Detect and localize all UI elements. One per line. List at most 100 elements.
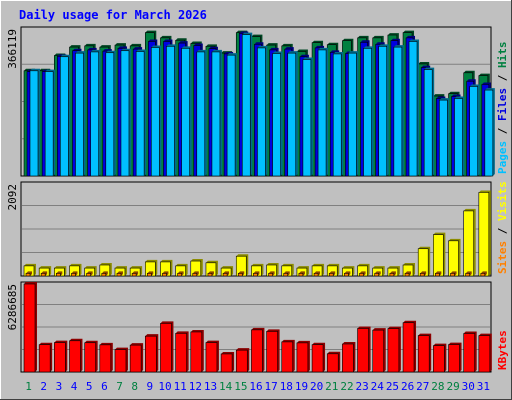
bar-pages-day-13 [211, 51, 221, 177]
bar-visits-day-29 [448, 240, 459, 277]
x-tick-label-day-15: 15 [234, 380, 247, 393]
bar-pages-day-1 [29, 70, 39, 177]
bar-pages-day-25 [393, 46, 403, 177]
bar-sites-day-6 [101, 273, 107, 277]
bar-pages-day-16 [257, 47, 266, 177]
bar-kbytes-day-27 [417, 335, 430, 373]
bar-sites-day-7 [116, 273, 122, 277]
bar-sites-day-20 [313, 273, 319, 277]
bar-kbytes-day-8 [129, 344, 142, 373]
bar-pages-day-9 [150, 47, 160, 177]
bar-sites-day-11 [177, 273, 182, 277]
panel-bottom: 6286685 KBytes [6, 281, 509, 373]
bar-kbytes-day-7 [114, 349, 127, 373]
x-tick-label-day-17: 17 [265, 380, 278, 393]
legend-text: Pages / Files / Hits [496, 42, 509, 175]
bar-sites-day-28 [435, 273, 440, 277]
bar-kbytes-day-22 [342, 343, 354, 373]
bar-sites-day-29 [450, 273, 455, 277]
bar-visits-day-31 [478, 192, 490, 277]
bar-sites-day-8 [131, 273, 137, 277]
legend: Sites / Visits [496, 181, 509, 274]
bar-kbytes-day-19 [296, 342, 309, 373]
bar-sites-day-1 [25, 273, 31, 277]
bar-kbytes-day-21 [326, 353, 339, 373]
bar-sites-day-30 [465, 273, 470, 277]
bar-pages-day-29 [454, 98, 463, 177]
bar-kbytes-day-28 [433, 345, 445, 373]
legend-item-kbytes: KBytes [496, 330, 509, 370]
bar-kbytes-day-16 [251, 329, 263, 373]
bar-pages-day-24 [378, 46, 388, 177]
legend: Pages / Files / Hits [496, 42, 509, 175]
bar-sites-day-10 [162, 273, 167, 277]
chart-title: Daily usage for March 2026 [19, 8, 207, 22]
bar-sites-day-24 [374, 273, 380, 277]
bar-kbytes-day-12 [190, 331, 203, 373]
bar-pages-day-15 [241, 34, 251, 177]
bar-pages-day-19 [302, 59, 312, 177]
x-tick-label-day-12: 12 [189, 380, 202, 393]
bar-pages-day-31 [484, 89, 494, 177]
bar-kbytes-day-6 [99, 344, 112, 373]
bar-sites-day-21 [328, 273, 334, 277]
bar-sites-day-4 [71, 273, 76, 277]
x-tick-label-day-8: 8 [131, 380, 138, 393]
bar-pages-day-11 [181, 48, 190, 177]
bar-sites-day-26 [404, 273, 410, 277]
y-max-label: 2092 [6, 184, 19, 211]
legend-separator: / [496, 68, 509, 88]
bar-kbytes-day-17 [266, 331, 278, 373]
x-tick-label-day-7: 7 [116, 380, 123, 393]
x-tick-label-day-29: 29 [446, 380, 459, 393]
x-tick-label-day-28: 28 [431, 380, 444, 393]
bar-pages-day-17 [272, 53, 281, 177]
legend-separator: / [496, 221, 509, 241]
bar-sites-day-14 [222, 273, 228, 277]
bar-pages-day-10 [166, 46, 175, 177]
bar-kbytes-day-25 [387, 328, 400, 373]
bar-kbytes-day-26 [402, 322, 415, 373]
bar-kbytes-day-13 [205, 342, 218, 373]
legend-item-hits: Hits [496, 42, 509, 69]
x-tick-label-day-6: 6 [101, 380, 108, 393]
bar-kbytes-day-29 [448, 344, 460, 373]
x-tick-label-day-1: 1 [25, 380, 32, 393]
x-tick-label-day-4: 4 [71, 380, 78, 393]
bar-pages-day-30 [469, 86, 478, 177]
x-tick-label-day-20: 20 [310, 380, 323, 393]
legend-item-sites: Sites [496, 241, 509, 274]
x-axis-labels: 1 2 3 4 5 6 7 8 9 10 11 12 13 14 15 16 17 18 19 20 21 22 23 24 2… [25, 380, 490, 393]
bar-pages-day-27 [423, 69, 433, 177]
bar-kbytes-day-3 [54, 342, 66, 373]
legend-text: KBytes [496, 330, 509, 370]
y-max-label: 366119 [6, 29, 19, 69]
bar-pages-day-7 [120, 50, 130, 177]
bar-pages-day-6 [105, 52, 115, 177]
legend-separator: / [496, 121, 509, 141]
x-tick-label-day-24: 24 [371, 380, 385, 393]
panel-top: 366119 Pages / Files / Hits [6, 26, 509, 177]
x-tick-label-day-10: 10 [158, 380, 171, 393]
bar-kbytes-day-30 [463, 333, 475, 373]
x-tick-label-day-19: 19 [295, 380, 308, 393]
bar-kbytes-day-18 [281, 341, 294, 373]
bar-kbytes-day-31 [478, 335, 491, 373]
bar-pages-day-22 [348, 52, 357, 177]
legend-item-pages: Pages [496, 141, 509, 174]
x-tick-label-day-26: 26 [401, 380, 414, 393]
bar-sites-day-16 [253, 273, 258, 277]
bar-sites-day-9 [146, 273, 152, 277]
bar-pages-day-5 [90, 51, 99, 177]
bar-pages-day-23 [363, 48, 372, 177]
x-tick-label-day-3: 3 [56, 380, 63, 393]
bar-sites-day-18 [283, 273, 289, 277]
x-tick-label-day-30: 30 [462, 380, 475, 393]
bar-pages-day-26 [408, 41, 418, 177]
x-tick-label-day-31: 31 [477, 380, 490, 393]
bar-kbytes-day-2 [38, 344, 51, 373]
bar-visits-day-30 [463, 210, 474, 277]
bar-pages-day-28 [439, 99, 448, 177]
x-tick-label-day-2: 2 [40, 380, 47, 393]
